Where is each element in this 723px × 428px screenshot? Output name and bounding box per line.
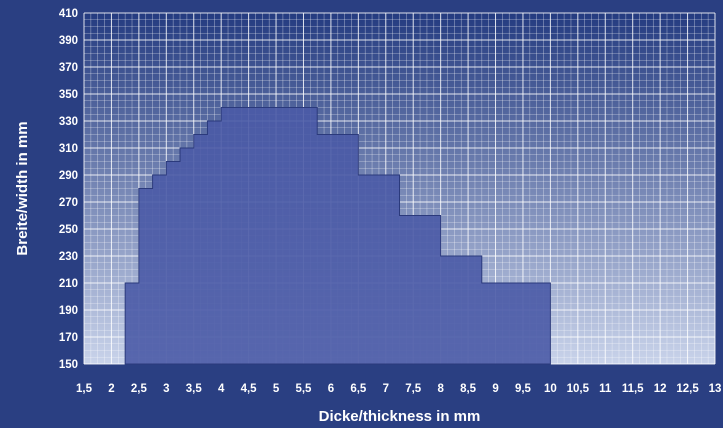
x-tick-label: 7 xyxy=(383,383,389,395)
x-tick-label: 2 xyxy=(108,383,114,395)
x-tick-label: 12 xyxy=(654,383,667,395)
x-tick-label: 3,5 xyxy=(186,383,203,395)
y-tick-label: 170 xyxy=(59,332,78,344)
y-tick-label: 250 xyxy=(59,224,78,236)
x-tick-label: 9 xyxy=(492,383,498,395)
x-tick-label: 12,5 xyxy=(676,383,699,395)
x-tick-label: 6 xyxy=(328,383,334,395)
x-tick-label: 5,5 xyxy=(295,383,312,395)
x-tick-label: 9,5 xyxy=(515,383,532,395)
x-axis-ticks: 1,5 2 2,5 3 3,5 4 4,5 5 5,5 6 6,5 7 7,5 8 8,5 9 9,5 10 10,… xyxy=(76,383,721,395)
y-tick-label: 330 xyxy=(59,116,78,128)
x-tick-label: 2,5 xyxy=(131,383,148,395)
x-tick-label: 11 xyxy=(599,383,612,395)
x-tick-label: 7,5 xyxy=(405,383,422,395)
y-tick-label: 230 xyxy=(59,251,78,263)
y-tick-label: 310 xyxy=(59,143,78,155)
y-tick-label: 150 xyxy=(59,359,78,371)
y-tick-label: 210 xyxy=(59,278,78,290)
x-tick-label: 4 xyxy=(218,383,225,395)
y-tick-label: 350 xyxy=(59,89,78,101)
x-tick-label: 10,5 xyxy=(567,383,590,395)
y-axis-title: Breite/width in mm xyxy=(14,121,31,255)
x-tick-label: 4,5 xyxy=(241,383,258,395)
x-tick-label: 11,5 xyxy=(622,383,644,395)
x-tick-label: 8,5 xyxy=(460,383,477,395)
y-tick-label: 290 xyxy=(59,170,78,182)
x-tick-label: 3 xyxy=(163,383,169,395)
x-tick-label: 1,5 xyxy=(76,383,93,395)
x-tick-label: 6,5 xyxy=(350,383,367,395)
y-tick-label: 270 xyxy=(59,197,78,209)
x-axis-title: Dicke/thickness in mm xyxy=(319,408,481,425)
x-tick-label: 10 xyxy=(544,383,557,395)
y-tick-label: 190 xyxy=(59,305,78,317)
y-tick-label: 410 xyxy=(59,8,78,20)
feasible-region xyxy=(124,107,551,365)
y-tick-label: 370 xyxy=(59,62,78,74)
x-tick-label: 8 xyxy=(437,383,444,395)
y-tick-label: 390 xyxy=(59,35,78,47)
y-axis-ticks: 150 170 190 210 230 250 270 290 310 330 350 370 390 4… xyxy=(59,8,78,371)
x-tick-label: 13 xyxy=(709,383,722,395)
x-tick-label: 5 xyxy=(273,383,280,395)
